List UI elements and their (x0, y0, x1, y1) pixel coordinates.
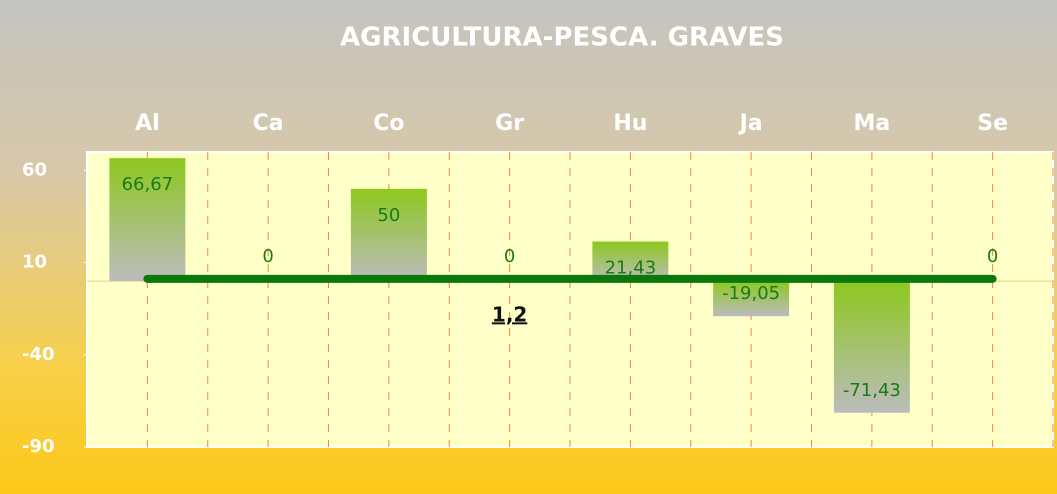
x-tick-label: Co (373, 111, 404, 136)
bar (350, 188, 427, 282)
average-label: 1,2 (492, 302, 527, 326)
y-tick-label: -90 (22, 436, 55, 457)
value-label: 0 (262, 246, 273, 267)
x-tick-label: Gr (495, 111, 524, 136)
value-label: 21,43 (605, 258, 657, 279)
chart-title: AGRICULTURA-PESCA. GRAVES (340, 23, 784, 53)
y-tick-label: 60 (22, 159, 47, 180)
y-tick-label: -40 (22, 344, 55, 365)
value-label: -19,05 (722, 283, 780, 304)
bar (833, 281, 910, 413)
bar (592, 241, 669, 282)
value-label: 66,67 (122, 174, 174, 195)
y-tick-label: 10 (22, 252, 47, 273)
x-tick-label: Ma (854, 111, 891, 136)
x-tick-label: Ja (738, 111, 763, 136)
x-tick-label: Ca (253, 111, 284, 136)
x-tick-label: Se (977, 111, 1008, 136)
bar (109, 158, 186, 282)
value-label: 0 (504, 246, 515, 267)
bar (713, 281, 790, 317)
x-tick-label: Hu (613, 111, 647, 136)
x-tick-label: Al (135, 111, 160, 136)
value-label: 0 (987, 246, 998, 267)
value-label: -71,43 (843, 380, 901, 401)
value-label: 50 (377, 205, 400, 226)
